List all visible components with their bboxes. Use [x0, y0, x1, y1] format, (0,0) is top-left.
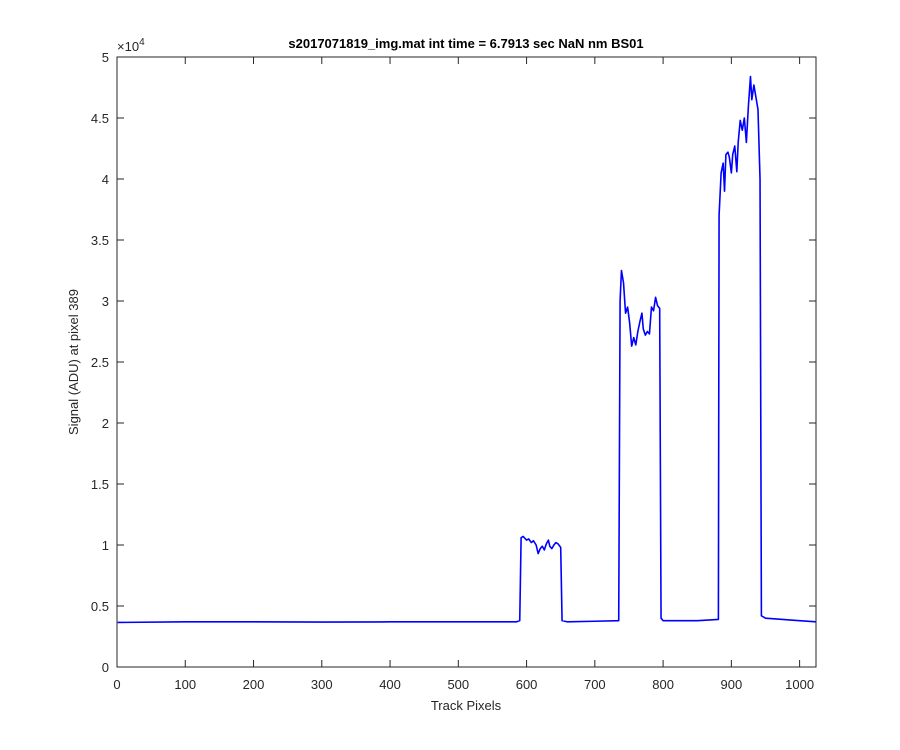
data-layer [117, 75, 817, 624]
x-tick-label: 600 [516, 677, 538, 692]
tick-layer: 0 100 200 300 400 500 600 700 800 900 1000 0 0.5 1 1.5… [91, 50, 816, 692]
y-tick-label: 4 [102, 172, 109, 187]
x-tick-label: 900 [721, 677, 743, 692]
x-tick-label: 700 [584, 677, 606, 692]
y-exponent-power: 4 [139, 37, 145, 48]
chart-title: s2017071819_img.mat int time = 6.7913 se… [288, 36, 643, 51]
x-axis-title: Track Pixels [431, 698, 502, 713]
x-tick-label: 300 [311, 677, 333, 692]
y-exponent-label: ×104 [117, 37, 145, 54]
y-tick-label: 1.5 [91, 477, 109, 492]
y-tick-label: 3.5 [91, 233, 109, 248]
y-tick-label: 1 [102, 538, 109, 553]
y-tick-label: 2.5 [91, 355, 109, 370]
plot-area [117, 57, 816, 667]
axes-box [116, 56, 817, 668]
x-tick-label: 100 [174, 677, 196, 692]
y-exponent-base: ×10 [117, 39, 139, 54]
x-tick-label: 0 [113, 677, 120, 692]
y-tick-label: 0.5 [91, 599, 109, 614]
y-tick-label: 0 [102, 660, 109, 675]
y-tick-label: 4.5 [91, 111, 109, 126]
y-tick-label: 3 [102, 294, 109, 309]
y-tick-label: 5 [102, 50, 109, 65]
x-tick-label: 800 [652, 677, 674, 692]
x-tick-label: 1000 [785, 677, 814, 692]
x-tick-label: 200 [243, 677, 265, 692]
y-tick-label: 2 [102, 416, 109, 431]
x-tick-label: 400 [379, 677, 401, 692]
y-axis-title: Signal (ADU) at pixel 389 [66, 289, 81, 435]
x-tick-label: 500 [447, 677, 469, 692]
series-line [117, 75, 817, 624]
